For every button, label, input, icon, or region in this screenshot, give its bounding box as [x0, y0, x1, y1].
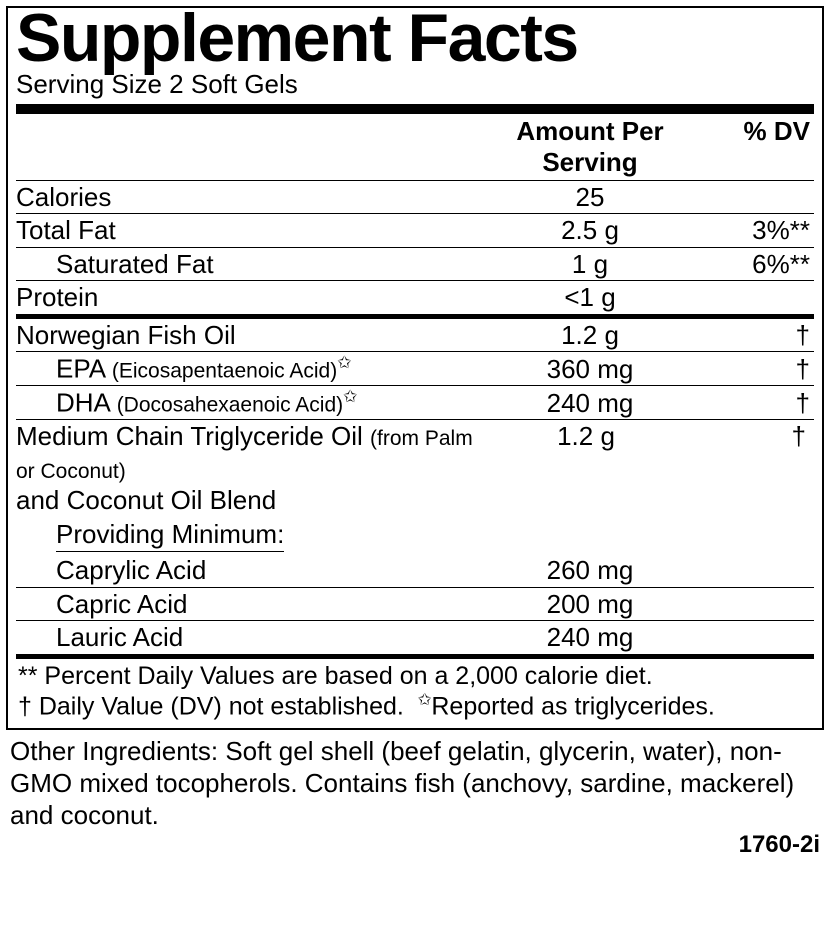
col-percent-dv: % DV	[690, 116, 810, 147]
row-epa: EPA (Eicosapentaenoic Acid)✩ 360 mg †	[16, 352, 814, 385]
divider-heavy-top	[16, 104, 814, 114]
product-code: 1760-2i	[739, 831, 820, 859]
row-saturated-fat: Saturated Fat 1 g 6%**	[16, 248, 814, 281]
row-dha: DHA (Docosahexaenoic Acid)✩ 240 mg †	[16, 386, 814, 419]
row-fish-oil: Norwegian Fish Oil 1.2 g †	[16, 319, 814, 352]
other-ingredients: Other Ingredients: Soft gel shell (beef …	[6, 730, 824, 831]
row-total-fat: Total Fat 2.5 g 3%**	[16, 214, 814, 247]
panel-title: Supplement Facts	[16, 6, 814, 71]
col-amount-per-serving: Amount Per Serving	[490, 116, 690, 178]
row-caprylic-acid: Caprylic Acid 260 mg	[16, 554, 814, 587]
column-headers: Amount Per Serving % DV	[16, 114, 814, 180]
providing-minimum-label: Providing Minimum:	[16, 519, 814, 552]
supplement-facts-panel: Supplement Facts Serving Size 2 Soft Gel…	[6, 6, 824, 730]
row-capric-acid: Capric Acid 200 mg	[16, 588, 814, 621]
row-mct-oil: Medium Chain Triglyceride Oil (from Palm…	[16, 420, 814, 516]
row-mct-oil-line2: and Coconut Oil Blend	[16, 485, 810, 516]
row-calories: Calories 25	[16, 181, 814, 214]
footnotes: ** Percent Daily Values are based on a 2…	[16, 659, 814, 722]
row-protein: Protein <1 g	[16, 281, 814, 314]
row-lauric-acid: Lauric Acid 240 mg	[16, 621, 814, 654]
